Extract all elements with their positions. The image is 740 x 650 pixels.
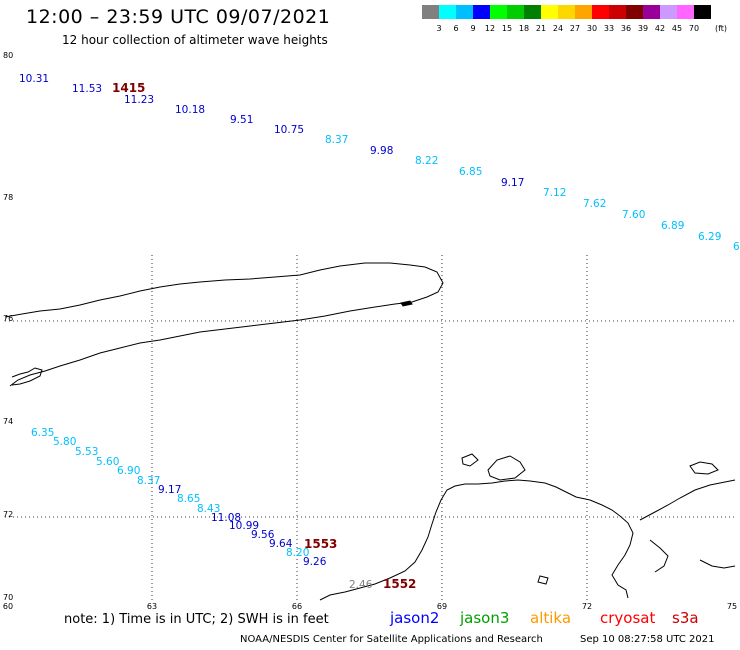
colorbar-label: 3 — [436, 24, 442, 33]
wave-height-value: 8.20 — [286, 547, 309, 559]
wave-height-value: 9.51 — [230, 114, 253, 126]
colorbar-swatch — [456, 5, 473, 19]
wave-height-value: 10.75 — [274, 124, 304, 136]
colorbar-swatch — [541, 5, 558, 19]
wave-height-value: 7.62 — [583, 198, 606, 210]
wave-height-value: 6.29 — [698, 231, 721, 243]
colorbar-label: 45 — [671, 24, 683, 33]
colorbar-label: 70 — [688, 24, 700, 33]
latitude-label: 76 — [3, 314, 13, 323]
wave-height-value: 11.08 — [211, 512, 241, 524]
colorbar-swatch — [422, 5, 439, 19]
wave-height-value: 6.85 — [459, 166, 482, 178]
longitude-label: 72 — [582, 602, 592, 611]
wave-height-value: 11.23 — [124, 94, 154, 106]
latitude-label: 80 — [3, 51, 13, 60]
wave-height-value: 10.99 — [229, 520, 259, 532]
legend-s3a: s3a — [672, 609, 699, 627]
wave-height-value: 8.37 — [325, 134, 348, 146]
wave-height-value: 10.31 — [19, 73, 49, 85]
wave-height-value: 5.80 — [53, 436, 76, 448]
map-gridlines — [5, 255, 735, 600]
colorbar-swatch — [507, 5, 524, 19]
wave-height-value: 10.18 — [175, 104, 205, 116]
map-subtitle: 12 hour collection of altimeter wave hei… — [62, 33, 328, 47]
longitude-label: 75 — [727, 602, 737, 611]
longitude-label: 66 — [292, 602, 302, 611]
colorbar-label: 33 — [603, 24, 615, 33]
colorbar-swatch — [694, 5, 711, 19]
colorbar-swatch — [626, 5, 643, 19]
colorbar-swatch — [575, 5, 592, 19]
colorbar-label: 42 — [654, 24, 666, 33]
colorbar-unit: (ft) — [714, 24, 728, 33]
wave-height-value: 9.56 — [251, 529, 275, 541]
wave-height-value: 7.60 — [622, 209, 645, 221]
latitude-label: 78 — [3, 193, 13, 202]
wave-height-value: 6.35 — [31, 427, 54, 439]
longitude-label: 60 — [3, 602, 13, 611]
wave-height-tracks: 10.31 11.53 11.23 10.18 9.51 10.75 8.37 9.98 8.2… — [19, 73, 740, 591]
colorbar-swatch — [660, 5, 677, 19]
colorbar-label: 24 — [552, 24, 564, 33]
legend-cryosat: cryosat — [600, 609, 656, 627]
latitude-labels: 80 78 76 74 72 70 — [3, 51, 13, 602]
map-title: 12:00 – 23:59 UTC 09/07/2021 — [26, 6, 331, 28]
wave-height-value: 9.17 — [158, 484, 181, 496]
wave-height-value: 9.98 — [370, 145, 393, 157]
wave-height-value: 6.90 — [117, 465, 140, 477]
latitude-label: 70 — [3, 593, 13, 602]
colorbar-label: 18 — [518, 24, 530, 33]
colorbar-label: 36 — [620, 24, 632, 33]
colorbar-swatch — [524, 5, 541, 19]
footer-note: note: 1) Time is in UTC; 2) SWH is in fe… — [64, 612, 329, 627]
colorbar-swatch — [592, 5, 609, 19]
colorbar-label: 39 — [637, 24, 649, 33]
colorbar-label: 30 — [586, 24, 598, 33]
colorbar-label: 6 — [453, 24, 459, 33]
longitude-label: 63 — [147, 602, 157, 611]
legend-jason3: jason3 — [460, 609, 510, 627]
wave-height-value: 11.53 — [72, 83, 102, 95]
pass-time-label: 1415 — [112, 81, 145, 95]
wave-height-value: 8.37 — [137, 475, 160, 487]
colorbar-label: 12 — [484, 24, 496, 33]
colorbar-label: 27 — [569, 24, 581, 33]
legend-altika: altika — [530, 609, 572, 627]
wave-height-value: 2.46 — [349, 579, 373, 591]
colorbar-swatch — [490, 5, 507, 19]
wave-height-value: 5.53 — [75, 446, 98, 458]
latitude-label: 74 — [3, 417, 13, 426]
wave-height-value: 5.60 — [96, 456, 119, 468]
wave-height-value: 9.17 — [501, 177, 524, 189]
wave-height-value: 6.89 — [661, 220, 684, 232]
colorbar-swatch — [558, 5, 575, 19]
coastline — [4, 262, 736, 601]
wave-height-value: 8.43 — [197, 503, 220, 515]
wave-height-value: 9.64 — [269, 538, 293, 550]
colorbar-swatch — [643, 5, 660, 19]
pass-time-label: 1553 — [304, 537, 337, 551]
credit-text: NOAA/NESDIS Center for Satellite Applica… — [240, 634, 543, 645]
generation-timestamp: Sep 10 08:27:58 UTC 2021 — [580, 634, 715, 645]
wave-height-value: 6 — [733, 241, 740, 253]
pass-time-label: 1552 — [383, 577, 416, 591]
legend-jason2: jason2 — [390, 609, 440, 627]
colorbar-swatch — [473, 5, 490, 19]
colorbar-label: 15 — [501, 24, 513, 33]
colorbar-swatch — [677, 5, 694, 19]
colorbar-label: 9 — [470, 24, 476, 33]
wave-height-value: 7.12 — [543, 187, 566, 199]
colorbar-swatch — [439, 5, 456, 19]
longitude-labels: 60 63 66 69 72 75 — [3, 602, 737, 611]
wave-height-value: 8.22 — [415, 155, 438, 167]
longitude-label: 69 — [437, 602, 447, 611]
latitude-label: 72 — [3, 510, 13, 519]
wave-height-value: 8.65 — [177, 493, 200, 505]
colorbar-label: 21 — [535, 24, 547, 33]
colorbar-swatch — [609, 5, 626, 19]
wave-height-value: 9.26 — [303, 556, 327, 568]
